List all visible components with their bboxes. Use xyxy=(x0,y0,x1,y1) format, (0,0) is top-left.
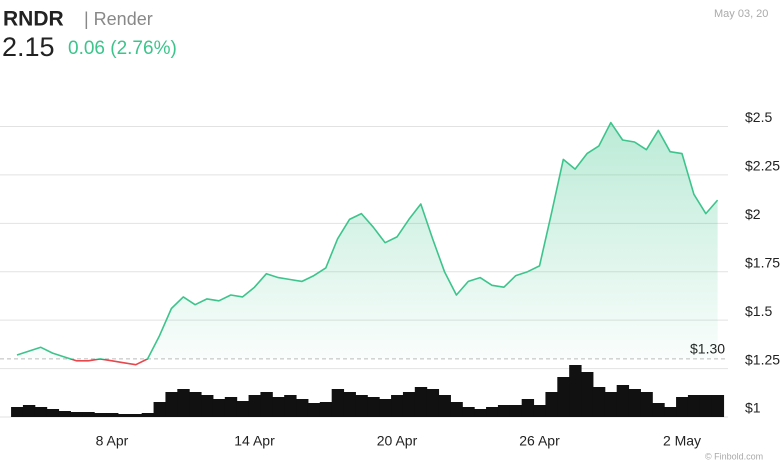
volume-bar xyxy=(616,385,630,417)
volume-bar xyxy=(462,407,475,417)
x-tick-label: 2 May xyxy=(663,433,701,449)
x-tick-label: 14 Apr xyxy=(234,433,275,449)
volume-bar xyxy=(545,392,558,417)
volume-bar xyxy=(189,392,202,417)
area xyxy=(17,122,718,359)
volume-bar xyxy=(355,395,368,417)
volume-bar xyxy=(22,405,36,417)
volume-bar xyxy=(165,392,178,417)
volume-bar xyxy=(260,392,273,417)
volume-bar xyxy=(687,395,701,417)
volume-bar xyxy=(521,399,535,417)
volume-bar xyxy=(604,392,618,417)
volume-bar xyxy=(141,413,155,417)
x-tick-label: 8 Apr xyxy=(96,433,129,449)
source: © Finbold.com xyxy=(705,451,763,460)
volume-bar xyxy=(82,412,95,417)
y-tick-label: $1.75 xyxy=(745,254,780,270)
y-tick-label: $2.25 xyxy=(745,158,780,174)
volume-bar xyxy=(592,387,606,417)
volume-bar xyxy=(284,395,297,417)
y-tick-label: $1.25 xyxy=(745,351,780,367)
volume-bar xyxy=(117,414,131,417)
volume-bar xyxy=(486,407,499,417)
volume-bar xyxy=(46,409,60,417)
volume-bar xyxy=(307,403,321,417)
volume-bar xyxy=(711,395,725,417)
volume-bar xyxy=(379,399,392,417)
volume-bar xyxy=(628,389,641,417)
volume-bar xyxy=(70,412,83,417)
volume-bar xyxy=(581,372,594,417)
asset-name: | Render xyxy=(84,9,153,29)
x-tick-label: 26 Apr xyxy=(519,433,560,449)
price: 2.15 xyxy=(2,32,55,62)
y-tick-label: $2.5 xyxy=(745,109,772,125)
symbol: RNDR xyxy=(3,8,64,31)
volume-bar xyxy=(391,395,404,417)
date: May 03, 20 xyxy=(714,8,768,20)
y-tick-label: $1.5 xyxy=(745,303,772,319)
volume-bar xyxy=(414,387,428,417)
volume-bar xyxy=(34,407,48,417)
volume-bar xyxy=(676,397,689,417)
volume-bar xyxy=(224,397,238,417)
volume-bar xyxy=(201,395,214,417)
volume-bar xyxy=(153,402,166,417)
volume-bar xyxy=(236,401,250,417)
volume-bar xyxy=(272,397,285,417)
volume-bar xyxy=(129,414,143,417)
volume-bar xyxy=(640,392,653,417)
volume-bar xyxy=(533,405,546,417)
volume-bar xyxy=(450,402,463,417)
volume-bar xyxy=(248,395,261,417)
volume-bar xyxy=(557,377,570,417)
volume-bar xyxy=(94,413,107,417)
price-line xyxy=(16,121,719,366)
volume-bar xyxy=(58,411,71,417)
volume-bar xyxy=(652,403,665,417)
volume-bar xyxy=(426,389,440,417)
volume-bar xyxy=(367,397,380,417)
volume-bar xyxy=(331,389,345,417)
volume-bar xyxy=(664,407,677,417)
volume-bar xyxy=(474,409,487,417)
volume-bar xyxy=(319,402,333,417)
volume-bar xyxy=(699,395,713,417)
volume-bar xyxy=(296,399,309,417)
volume-bar xyxy=(569,365,582,417)
volume-bar xyxy=(106,413,119,417)
volume-bar xyxy=(11,407,24,417)
volume-bar xyxy=(497,405,511,417)
x-tick-label: 20 Apr xyxy=(377,433,418,449)
volume-bar xyxy=(212,399,226,417)
price-change: 0.06 (2.76%) xyxy=(68,38,177,59)
y-tick-label: $1 xyxy=(745,400,761,416)
volume-bar xyxy=(402,392,416,417)
volume-bar xyxy=(177,389,190,417)
y-tick-label: $2 xyxy=(745,206,761,222)
volume-bar xyxy=(438,395,451,417)
volume-bar xyxy=(509,405,523,417)
volume-bar xyxy=(343,392,356,417)
